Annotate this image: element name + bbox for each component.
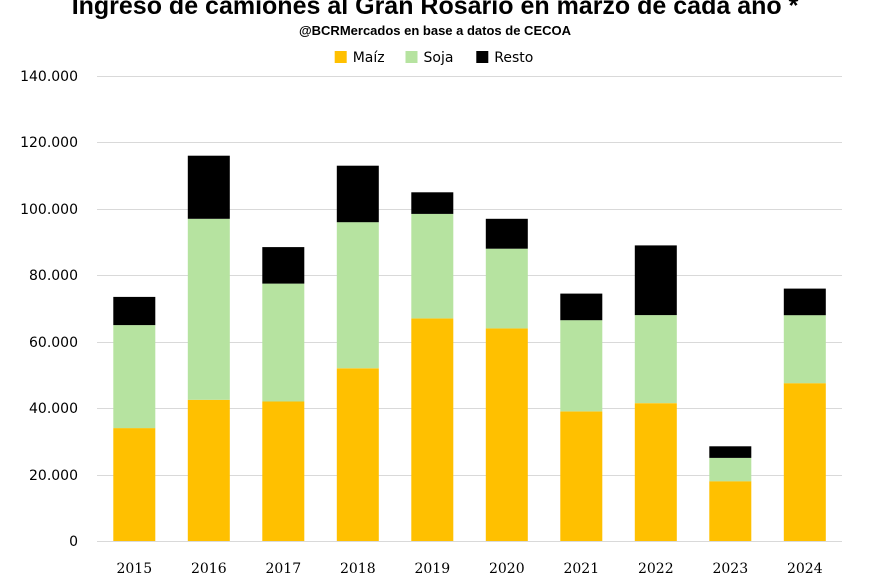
bar-resto-2024	[783, 288, 826, 316]
bar-soja-2021	[560, 320, 603, 412]
chart-subtitle: @BCRMercados en base a datos de CECOA	[299, 23, 572, 38]
x-axis: 2015 2016 2017 2018 2019 2020 2021 2022 2023 2024	[97, 541, 842, 577]
bar-soja-2017	[262, 283, 305, 402]
bar-soja-2015	[113, 325, 156, 429]
x-tick-label: 2024	[787, 561, 823, 577]
x-tick-label: 2019	[414, 561, 450, 577]
legend-label: Maíz	[353, 50, 385, 66]
bar-resto-2022	[634, 245, 677, 316]
y-tick-label: 80.000	[29, 268, 78, 284]
x-tick-label: 2023	[712, 561, 748, 577]
x-tick-label: 2020	[489, 561, 525, 577]
bars	[113, 155, 826, 541]
legend-label: Soja	[424, 50, 454, 66]
bar-maz-2017	[262, 401, 305, 541]
bar-soja-2023	[709, 458, 752, 482]
legend-swatch-resto	[476, 51, 489, 63]
bar-resto-2017	[262, 247, 305, 284]
y-tick-label: 0	[69, 534, 78, 550]
x-tick-label: 2017	[265, 561, 301, 577]
x-tick-label: 2018	[340, 561, 376, 577]
bar-maz-2021	[560, 411, 603, 541]
x-tick-label: 2021	[563, 561, 599, 577]
y-tick-label: 120.000	[20, 135, 78, 151]
bar-maz-2016	[187, 399, 230, 541]
y-axis: 0 20.000 40.000 60.000 80.000 100.000 120.000 1…	[20, 69, 78, 550]
chart-title: Ingreso de camiones al Gran Rosario en m…	[72, 0, 799, 20]
bar-maz-2018	[336, 368, 379, 541]
y-tick-label: 40.000	[29, 401, 78, 417]
bar-resto-2023	[709, 446, 752, 458]
y-tick-label: 140.000	[20, 69, 78, 85]
bar-soja-2020	[485, 248, 528, 329]
bar-maz-2023	[709, 481, 752, 541]
bar-resto-2015	[113, 296, 156, 326]
bar-soja-2019	[411, 213, 454, 319]
legend-swatch-maz	[334, 51, 347, 63]
bar-resto-2021	[560, 293, 603, 321]
legend-swatch-soja	[405, 51, 418, 63]
x-tick-label: 2015	[116, 561, 152, 577]
bar-maz-2015	[113, 428, 156, 541]
bar-soja-2016	[187, 218, 230, 400]
bar-maz-2024	[783, 383, 826, 541]
bar-resto-2018	[336, 165, 379, 223]
x-tick-label: 2022	[638, 561, 674, 577]
bar-resto-2020	[485, 218, 528, 249]
bar-resto-2016	[187, 155, 230, 219]
legend-label: Resto	[494, 50, 533, 66]
bar-soja-2018	[336, 222, 379, 369]
bar-soja-2022	[634, 315, 677, 404]
bar-maz-2019	[411, 318, 454, 541]
bar-maz-2020	[485, 328, 528, 541]
bar-resto-2019	[411, 192, 454, 214]
bar-soja-2024	[783, 315, 826, 384]
y-tick-label: 100.000	[20, 202, 78, 218]
y-tick-label: 60.000	[29, 335, 78, 351]
y-tick-label: 20.000	[29, 468, 78, 484]
legend: Maíz Soja Resto	[334, 50, 533, 66]
bar-maz-2022	[634, 403, 677, 541]
x-tick-label: 2016	[191, 561, 227, 577]
